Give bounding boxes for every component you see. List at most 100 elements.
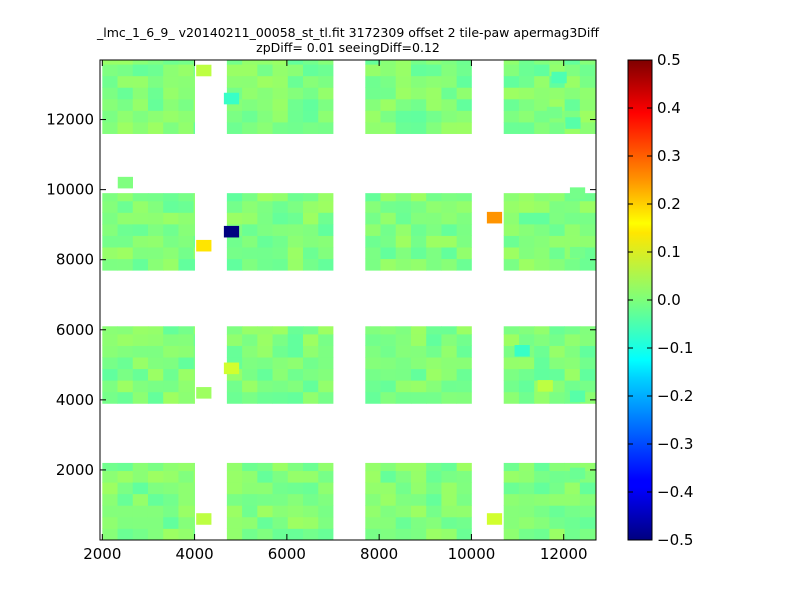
heatmap-cell <box>303 333 319 346</box>
heatmap-cell <box>178 493 195 506</box>
heatmap-cell <box>242 200 258 213</box>
heatmap-cell <box>441 193 458 202</box>
heatmap-cell <box>534 326 550 335</box>
heatmap-cell <box>426 470 442 483</box>
heatmap-cell <box>272 122 289 134</box>
heatmap-cell <box>242 482 258 495</box>
heatmap-cell <box>318 235 334 248</box>
heatmap-cell <box>410 87 427 100</box>
heatmap-cell <box>178 528 195 541</box>
heatmap-cell <box>380 380 397 393</box>
heatmap-cell <box>441 357 458 370</box>
heatmap-cell <box>132 528 149 541</box>
y-tick-label: 12000 <box>46 111 94 129</box>
heatmap-cell <box>242 462 258 472</box>
heatmap-cell <box>117 345 134 358</box>
heatmap-cell <box>147 235 164 248</box>
heatmap-cell <box>426 235 442 248</box>
heatmap-cell <box>426 493 442 506</box>
heatmap-cell <box>242 247 258 260</box>
heatmap-cell <box>534 345 550 358</box>
heatmap-cell <box>456 333 472 346</box>
heatmap-cell <box>132 258 149 271</box>
heatmap-cell <box>178 200 195 213</box>
heatmap-cell <box>117 333 134 346</box>
heatmap-cell <box>132 122 149 134</box>
heatmap-cell <box>518 516 535 529</box>
heatmap-cell <box>147 212 164 225</box>
heatmap-cell <box>147 223 164 236</box>
heatmap-cell <box>193 505 195 518</box>
heatmap-cell <box>569 467 586 480</box>
heatmap-cell <box>518 528 535 541</box>
heatmap-cell <box>287 493 304 506</box>
x-tick-label: 2000 <box>83 545 121 563</box>
heatmap-cell <box>486 211 503 224</box>
heatmap-cell <box>426 87 442 100</box>
heatmap-cell <box>226 326 243 335</box>
heatmap-cell <box>242 357 258 370</box>
heatmap-cell <box>395 200 412 213</box>
heatmap-cell <box>102 75 118 88</box>
heatmap-cell <box>303 391 319 404</box>
heatmap-cell <box>102 200 118 213</box>
heatmap-cell <box>257 516 273 529</box>
heatmap-cell <box>287 505 304 518</box>
heatmap-cell <box>518 505 535 518</box>
colorbar-tick-label: 0.4 <box>657 99 681 117</box>
heatmap-cell <box>564 223 581 236</box>
heatmap-cell <box>272 357 289 370</box>
heatmap-cell <box>410 64 427 77</box>
heatmap-cell <box>395 212 412 225</box>
heatmap-cell <box>380 505 397 518</box>
heatmap-cell <box>395 75 412 88</box>
heatmap-cell <box>549 87 566 100</box>
heatmap-cell <box>193 470 195 483</box>
heatmap-cell <box>102 223 118 236</box>
heatmap-cell <box>456 528 472 541</box>
heatmap-cell <box>163 98 179 111</box>
heatmap-cell <box>178 64 195 77</box>
heatmap-cell <box>318 380 334 393</box>
heatmap-cell <box>579 258 596 271</box>
heatmap-cell <box>441 122 458 134</box>
heatmap-cell <box>579 505 596 518</box>
heatmap-cell <box>380 110 397 123</box>
heatmap-cell <box>579 380 596 393</box>
heatmap-cell <box>178 87 195 100</box>
heatmap-cell <box>549 368 566 381</box>
heatmap-cell <box>579 122 596 134</box>
heatmap-cell <box>518 64 535 77</box>
heatmap-cell <box>549 193 566 202</box>
heatmap-cell <box>441 368 458 381</box>
heatmap-cell <box>426 391 442 404</box>
heatmap-cell <box>272 235 289 248</box>
heatmap-cell <box>117 357 134 370</box>
heatmap-cell <box>257 247 273 260</box>
heatmap-cell <box>518 122 535 134</box>
heatmap-cell <box>147 193 164 202</box>
heatmap-cell <box>163 75 179 88</box>
heatmap-cell <box>518 87 535 100</box>
heatmap-cell <box>287 482 304 495</box>
heatmap-cell <box>410 345 427 358</box>
heatmap-cell <box>564 326 581 335</box>
heatmap-cell <box>503 258 520 271</box>
heatmap-cell <box>395 333 412 346</box>
heatmap-cell <box>257 223 273 236</box>
heatmap-cell <box>549 462 566 472</box>
heatmap-cell <box>318 516 334 529</box>
heatmap-cell <box>534 87 550 100</box>
heatmap-cell <box>132 493 149 506</box>
heatmap-cell <box>456 258 472 271</box>
heatmap-cell <box>410 528 427 541</box>
heatmap-cell <box>257 200 273 213</box>
heatmap-cell <box>395 326 412 335</box>
heatmap-cell <box>193 122 195 134</box>
heatmap-cell <box>163 212 179 225</box>
heatmap-cell <box>426 516 442 529</box>
heatmap-cell <box>426 462 442 472</box>
heatmap-cell <box>257 60 273 65</box>
heatmap-cell <box>549 516 566 529</box>
heatmap-cell <box>226 333 243 346</box>
